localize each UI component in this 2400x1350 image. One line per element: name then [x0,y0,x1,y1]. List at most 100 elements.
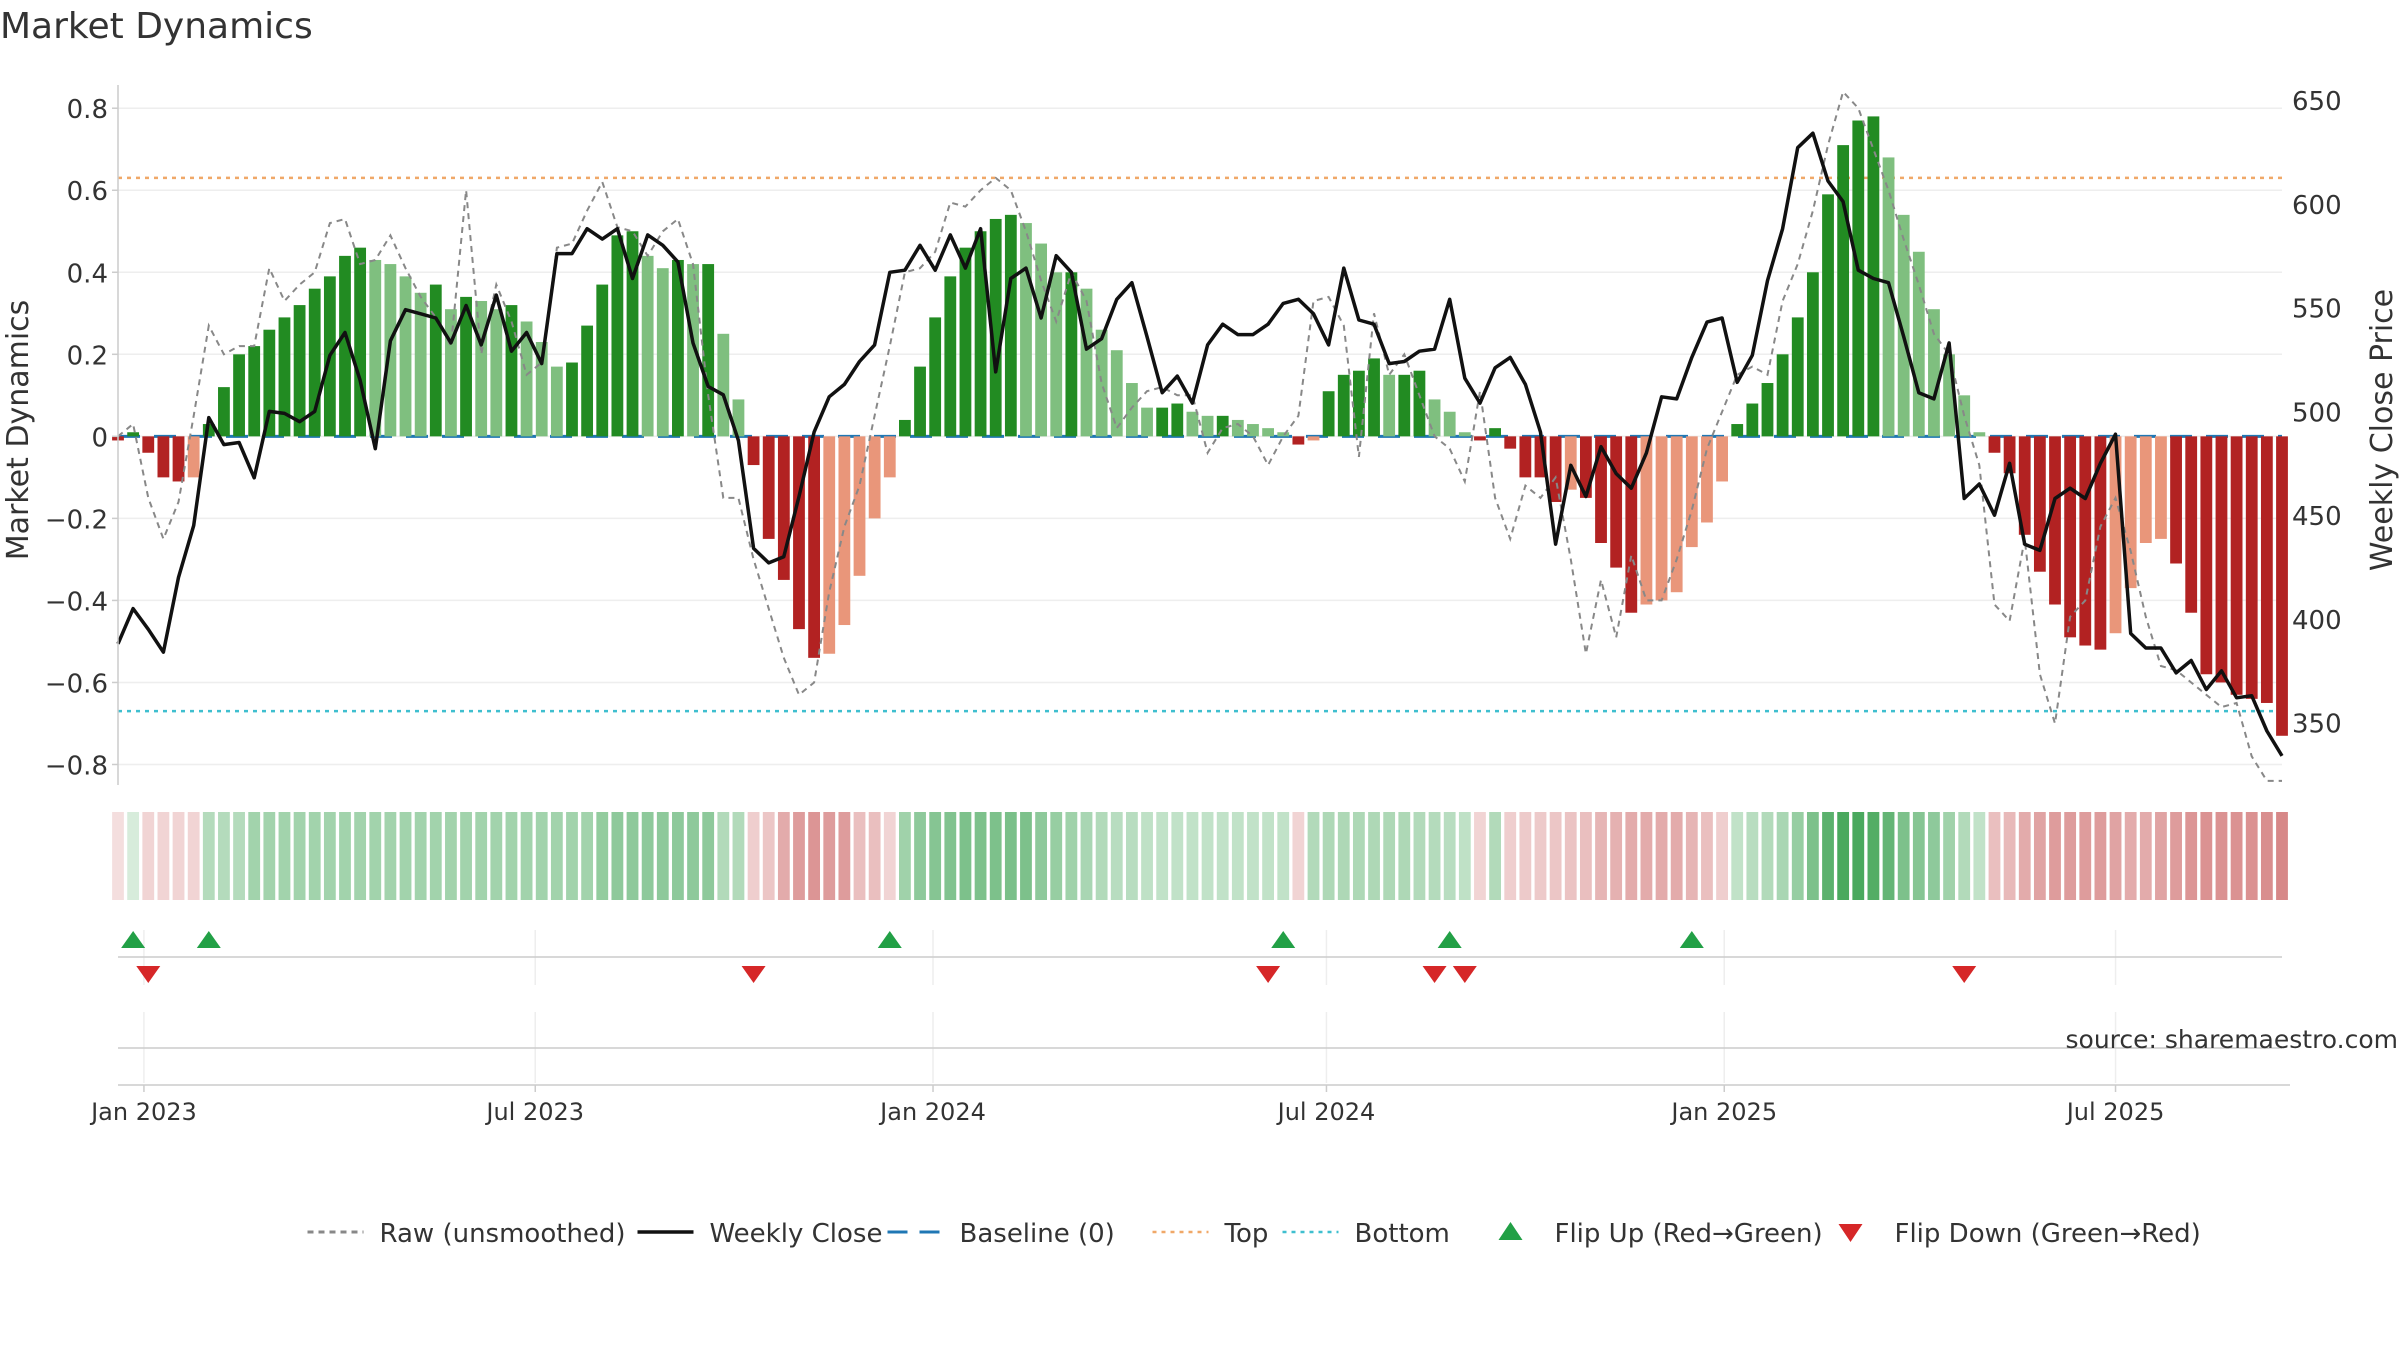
dynamics-bar [1080,288,1093,437]
swing-strip-cell [1731,812,1744,900]
dynamics-bar [1988,436,2001,453]
dynamics-bar [2124,436,2137,589]
swing-strip-cell [2230,812,2243,900]
dynamics-bar [1534,436,1547,478]
swing-strip-cell [475,812,488,900]
swing-strip-cell [687,812,699,900]
swing-strip-cell [1020,812,1032,900]
legend-swatch [1838,1224,1863,1242]
dynamics-bar [2094,436,2107,650]
dynamics-bar [2276,436,2288,736]
swing-strip-cell [2018,812,2031,900]
swing-strip-cell [929,812,942,900]
swing-strip-cell [1262,812,1274,900]
swing-strip-cell [1156,812,1169,900]
flip-down-marker [136,966,161,983]
dynamics-bar [1398,374,1411,437]
swing-strip-cell [293,812,306,900]
dynamics-bar [1458,432,1471,437]
swing-strip-cell [142,812,155,900]
swing-strip-cell [838,812,851,900]
dynamics-bar [899,419,911,437]
swing-strip-cell [1882,812,1895,900]
legend-item: Top [1152,1219,1268,1249]
dynamics-bar [1852,120,1865,437]
swing-strip-cell [2109,812,2122,900]
y2-tick-label: 500 [2292,398,2342,428]
dynamics-bar [2049,436,2061,605]
swing-strip-cell [656,812,669,900]
dynamics-bars [112,116,2288,736]
swing-strip-cell [263,812,276,900]
swing-strip-cell [369,812,382,900]
dynamics-bar [2230,436,2243,695]
dynamics-bar [233,354,245,437]
dynamics-bar [1474,436,1486,441]
dynamics-bar [868,436,881,519]
y-tick-label: 0.2 [67,341,108,371]
swing-strip-cell [1337,812,1350,900]
dynamics-bar [1352,370,1365,437]
dynamics-bar [248,346,261,437]
source-credit: source: sharemaestro.com [2066,1025,2399,1054]
swing-strip-cell [808,812,821,900]
dynamics-bar [581,325,594,437]
swing-strip-cell [1322,812,1335,900]
dynamics-bar [959,247,972,437]
swing-strip-cell [1867,812,1880,900]
y-tick-label: 0.4 [67,259,108,289]
dynamics-bar [2079,436,2092,646]
dynamics-bar [1413,370,1426,437]
flip-up-marker [196,931,221,948]
dynamics-bar [1655,436,1668,601]
swing-strip-cell [1625,812,1638,900]
dynamics-bar [1171,403,1184,437]
dynamics-bar [1806,272,1819,437]
dynamics-bar [2155,436,2167,539]
swing-strip-cell [883,812,896,900]
legend-item: Bottom [1282,1219,1450,1249]
dynamics-bar [1322,391,1335,437]
dynamics-bar [308,288,321,437]
swing-strip-cell [1897,812,1910,900]
swing-strip-cell [1201,812,1214,900]
dynamics-bar [1277,432,1290,437]
swing-strip-cell [959,812,972,900]
swing-strip-cell [566,812,578,900]
swing-strip-cell [2185,812,2198,900]
swing-strip-cell [550,812,563,900]
swing-strip-cell [2003,812,2016,900]
dynamics-bar [929,317,942,437]
swing-strip-cell [611,812,624,900]
dynamics-bar [2215,436,2228,683]
dynamics-bar [702,264,715,437]
y-tick-label: −0.2 [45,505,108,535]
y-tick-label: −0.6 [45,669,108,699]
swing-strip [112,812,2288,900]
swing-strip-cell [974,812,987,900]
swing-strip-cell [641,812,654,900]
dynamics-bar [1383,374,1396,437]
dynamics-bar [1595,436,1607,543]
legend: Raw (unsmoothed) Weekly Close Baseline (0)… [307,1219,2201,1249]
dynamics-bar [1156,407,1169,437]
dynamics-bar [1095,329,1108,437]
dynamics-bar [777,436,790,580]
y2-tick-label: 450 [2292,502,2342,532]
swing-strip-cell [1852,812,1865,900]
swing-strip-cell [1141,812,1153,900]
dynamics-bar [974,231,987,437]
dynamics-bar [762,436,775,539]
legend-label: Flip Up (Red→Green) [1555,1219,1823,1249]
dynamics-bar [989,218,1002,437]
swing-strip-cell [899,812,911,900]
swing-strip-cell [672,812,684,900]
swing-strip-cell [172,812,185,900]
dynamics-bar [1216,415,1229,437]
dynamics-bar [717,333,730,437]
legend-item: Flip Down (Green→Red) [1838,1219,2201,1249]
dynamics-bar [1897,214,1910,437]
dynamics-bar [1337,374,1350,437]
dynamics-bar [2018,436,2031,535]
dynamics-bar [1292,436,1305,445]
